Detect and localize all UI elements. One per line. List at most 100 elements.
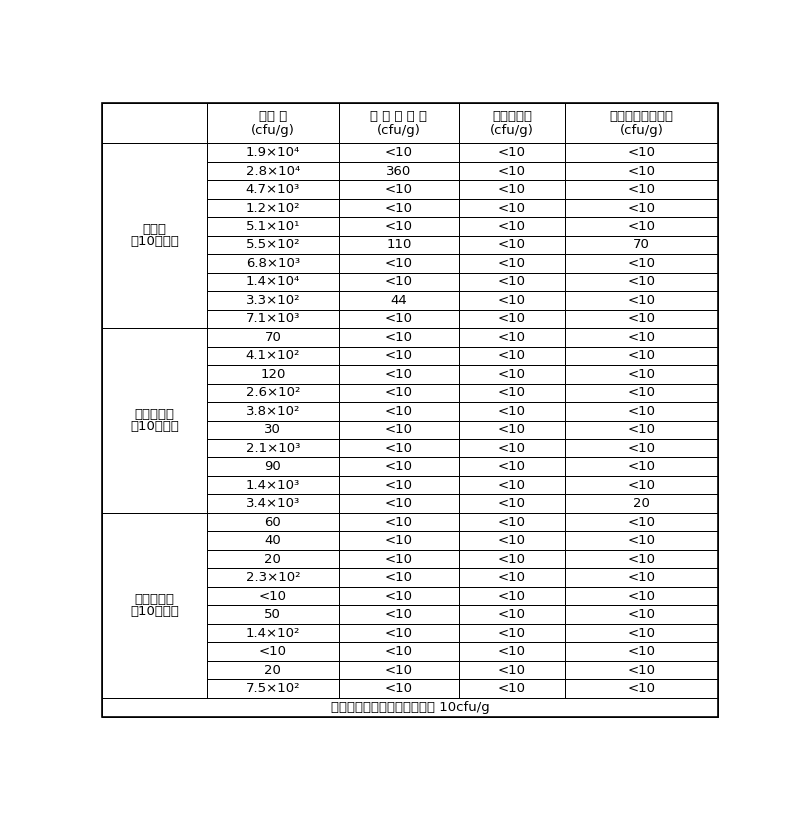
Text: <10: <10 xyxy=(627,201,655,215)
Bar xyxy=(459,328,565,347)
Bar xyxy=(207,476,338,494)
Text: <10: <10 xyxy=(498,405,526,418)
Bar xyxy=(459,217,565,235)
Bar xyxy=(459,439,565,458)
Text: 1.4×10⁴: 1.4×10⁴ xyxy=(246,276,300,288)
Text: <10: <10 xyxy=(385,146,413,159)
Text: <10: <10 xyxy=(385,553,413,565)
Bar xyxy=(565,587,718,605)
Text: <10: <10 xyxy=(498,183,526,196)
Text: （10个样）: （10个样） xyxy=(130,235,179,248)
Text: <10: <10 xyxy=(385,331,413,344)
Text: （10个样）: （10个样） xyxy=(130,605,179,618)
Text: 2.6×10²: 2.6×10² xyxy=(246,387,300,399)
Text: <10: <10 xyxy=(385,220,413,233)
Text: <10: <10 xyxy=(385,460,413,473)
Text: <10: <10 xyxy=(498,645,526,658)
Text: 4.7×10³: 4.7×10³ xyxy=(246,183,300,196)
Text: <10: <10 xyxy=(259,645,287,658)
Bar xyxy=(459,347,565,365)
Bar xyxy=(565,624,718,642)
Bar xyxy=(565,104,718,144)
Bar xyxy=(565,660,718,679)
Bar xyxy=(338,569,459,587)
Bar xyxy=(207,217,338,235)
Bar xyxy=(338,199,459,217)
Text: 110: 110 xyxy=(386,239,411,251)
Text: <10: <10 xyxy=(498,590,526,603)
Bar xyxy=(207,180,338,199)
Bar xyxy=(207,328,338,347)
Bar xyxy=(459,180,565,199)
Text: <10: <10 xyxy=(385,664,413,676)
Text: <10: <10 xyxy=(385,682,413,695)
Text: <10: <10 xyxy=(385,534,413,547)
Text: 70: 70 xyxy=(264,331,282,344)
Bar xyxy=(338,162,459,180)
Bar xyxy=(459,642,565,660)
Text: 5.5×10²: 5.5×10² xyxy=(246,239,300,251)
Bar xyxy=(338,254,459,273)
Bar xyxy=(565,494,718,513)
Text: 2.1×10³: 2.1×10³ xyxy=(246,442,300,455)
Bar xyxy=(565,235,718,254)
Bar xyxy=(207,439,338,458)
Bar xyxy=(565,513,718,531)
Text: （10个样）: （10个样） xyxy=(130,420,179,433)
Text: <10: <10 xyxy=(627,405,655,418)
Text: 2.8×10⁴: 2.8×10⁴ xyxy=(246,164,300,178)
Text: <10: <10 xyxy=(627,608,655,621)
Bar xyxy=(459,199,565,217)
Text: <10: <10 xyxy=(627,294,655,307)
Text: 原料茶: 原料茶 xyxy=(142,223,166,236)
Text: 3.8×10²: 3.8×10² xyxy=(246,405,300,418)
Bar xyxy=(338,365,459,383)
Text: <10: <10 xyxy=(627,682,655,695)
Bar xyxy=(565,199,718,217)
Text: <10: <10 xyxy=(498,571,526,584)
Bar xyxy=(565,421,718,439)
Text: 金黄色葡萄球菌数: 金黄色葡萄球菌数 xyxy=(610,110,674,123)
Text: <10: <10 xyxy=(498,368,526,381)
Text: <10: <10 xyxy=(627,478,655,492)
Text: <10: <10 xyxy=(498,146,526,159)
Text: <10: <10 xyxy=(627,164,655,178)
Bar xyxy=(565,180,718,199)
Bar xyxy=(459,235,565,254)
Bar xyxy=(459,458,565,476)
Text: 20: 20 xyxy=(264,553,282,565)
Text: <10: <10 xyxy=(498,257,526,270)
Bar xyxy=(459,624,565,642)
Text: <10: <10 xyxy=(385,349,413,362)
Bar xyxy=(207,587,338,605)
Text: <10: <10 xyxy=(498,164,526,178)
Bar xyxy=(207,402,338,421)
Text: <10: <10 xyxy=(385,571,413,584)
Bar xyxy=(565,162,718,180)
Bar xyxy=(207,421,338,439)
Bar xyxy=(565,291,718,310)
Text: 1.2×10²: 1.2×10² xyxy=(246,201,300,215)
Bar xyxy=(459,605,565,624)
Text: <10: <10 xyxy=(627,368,655,381)
Bar xyxy=(565,458,718,476)
Text: <10: <10 xyxy=(627,331,655,344)
Bar xyxy=(207,605,338,624)
Text: 7.5×10²: 7.5×10² xyxy=(246,682,300,695)
Bar xyxy=(338,291,459,310)
Text: 2.3×10²: 2.3×10² xyxy=(246,571,300,584)
Text: <10: <10 xyxy=(498,478,526,492)
Text: <10: <10 xyxy=(385,497,413,510)
Text: 烘干出料口: 烘干出料口 xyxy=(134,407,174,421)
Bar xyxy=(338,531,459,550)
Bar xyxy=(207,383,338,402)
Text: 50: 50 xyxy=(264,608,282,621)
Text: <10: <10 xyxy=(498,553,526,565)
Text: <10: <10 xyxy=(627,590,655,603)
Bar xyxy=(459,494,565,513)
Text: <10: <10 xyxy=(498,442,526,455)
Bar xyxy=(207,642,338,660)
Text: <10: <10 xyxy=(498,664,526,676)
Bar xyxy=(338,476,459,494)
Text: <10: <10 xyxy=(498,608,526,621)
